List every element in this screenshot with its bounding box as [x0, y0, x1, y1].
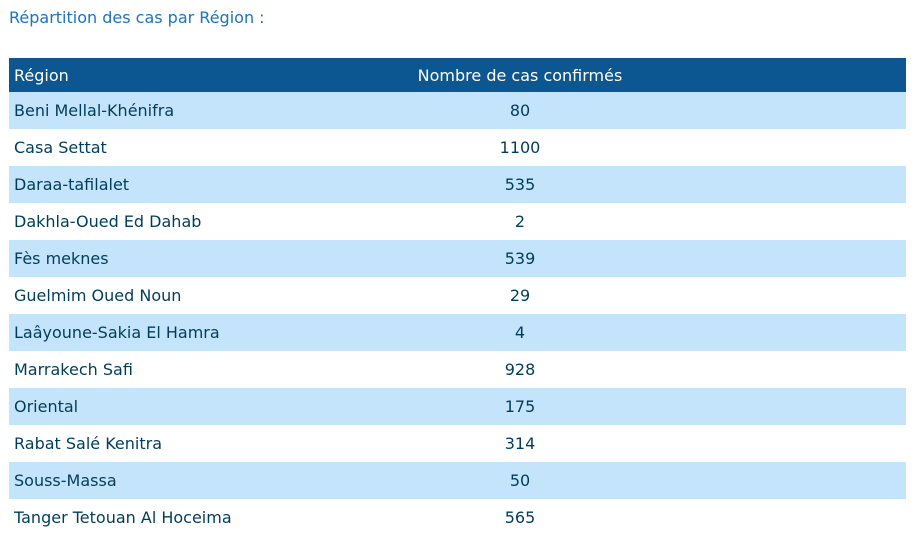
cases-table: Région Nombre de cas confirmés Beni Mell…	[9, 58, 906, 536]
region-cell: Laâyoune-Sakia El Hamra	[14, 323, 220, 342]
count-cell: 314	[504, 434, 536, 453]
page-heading: Répartition des cas par Région :	[9, 8, 265, 27]
table-row: Dakhla-Oued Ed Dahab 2	[9, 203, 906, 240]
count-cell: 928	[504, 360, 536, 379]
region-cell: Guelmim Oued Noun	[14, 286, 182, 305]
count-cell: 565	[504, 508, 536, 527]
region-cell: Fès meknes	[14, 249, 109, 268]
count-cell: 535	[504, 175, 536, 194]
region-cell: Souss-Massa	[14, 471, 117, 490]
column-header-region: Région	[14, 65, 69, 85]
count-cell: 539	[504, 249, 536, 268]
region-cell: Casa Settat	[14, 138, 107, 157]
table-row: Casa Settat 1100	[9, 129, 906, 166]
region-cell: Tanger Tetouan Al Hoceima	[14, 508, 232, 527]
region-cell: Rabat Salé Kenitra	[14, 434, 163, 453]
table-row: Laâyoune-Sakia El Hamra 4	[9, 314, 906, 351]
region-cell: Dakhla-Oued Ed Dahab	[14, 212, 202, 231]
count-cell: 29	[509, 286, 531, 305]
region-cell: Beni Mellal-Khénifra	[14, 101, 175, 120]
region-cell: Marrakech Safi	[14, 360, 133, 379]
table-row: Oriental 175	[9, 388, 906, 425]
region-cell: Oriental	[14, 397, 79, 416]
table-row: Marrakech Safi 928	[9, 351, 906, 388]
table-row: Beni Mellal-Khénifra 80	[9, 92, 906, 129]
table-row: Rabat Salé Kenitra 314	[9, 425, 906, 462]
count-cell: 80	[509, 101, 531, 120]
table-header-row: Région Nombre de cas confirmés	[9, 58, 906, 92]
table-row: Fès meknes 539	[9, 240, 906, 277]
count-cell: 4	[514, 323, 526, 342]
table-row: Daraa-tafilalet 535	[9, 166, 906, 203]
region-cell: Daraa-tafilalet	[14, 175, 130, 194]
count-cell: 175	[504, 397, 536, 416]
count-cell: 1100	[499, 138, 541, 157]
table-row: Souss-Massa 50	[9, 462, 906, 499]
count-cell: 2	[514, 212, 526, 231]
count-cell: 50	[509, 471, 531, 490]
column-header-count: Nombre de cas confirmés	[417, 65, 623, 85]
table-row: Tanger Tetouan Al Hoceima 565	[9, 499, 906, 536]
table-row: Guelmim Oued Noun 29	[9, 277, 906, 314]
table-body: Beni Mellal-Khénifra 80 Casa Settat 1100 Dar…	[9, 92, 906, 536]
